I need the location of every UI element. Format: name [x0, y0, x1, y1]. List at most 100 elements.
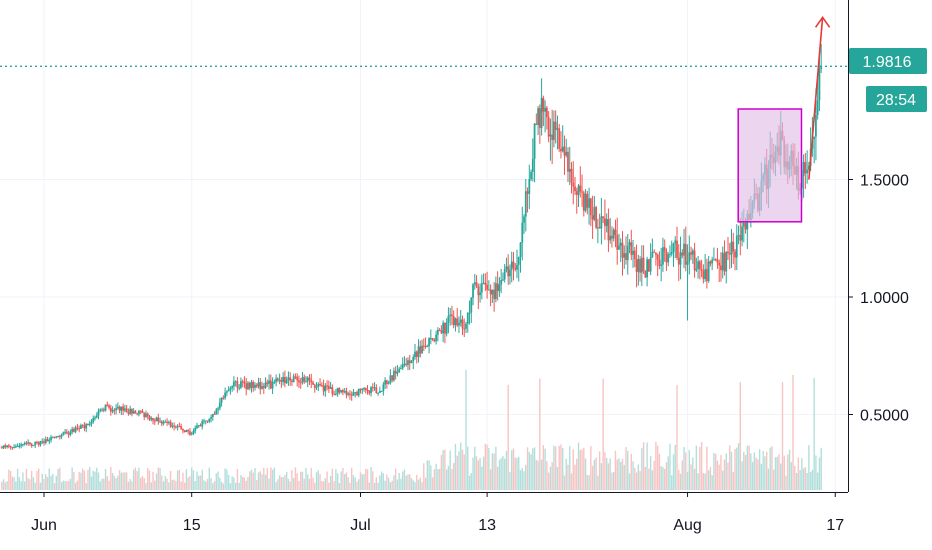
y-tick-label: 0.5000 — [860, 408, 909, 425]
volume-bar — [702, 472, 705, 490]
candle-body — [18, 445, 21, 447]
volume-bar — [656, 445, 659, 490]
volume-bar — [785, 475, 787, 490]
volume-bar — [365, 468, 367, 490]
candle-body — [127, 412, 130, 414]
volume-bar — [326, 471, 328, 490]
volume-bar — [412, 480, 414, 490]
volume-bar — [426, 460, 429, 490]
candle-body — [106, 404, 109, 406]
volume-bar — [625, 447, 627, 490]
candle-body — [46, 439, 49, 442]
candle-body — [352, 392, 355, 396]
volume-bar — [271, 469, 274, 490]
candle-body — [440, 330, 443, 334]
candle-body — [171, 425, 174, 427]
candle-body — [2, 445, 5, 449]
candle-body — [549, 134, 552, 137]
candle-body — [509, 269, 511, 277]
candle-body — [526, 191, 529, 194]
candle-body — [391, 375, 394, 381]
candle-body — [201, 421, 204, 427]
volume-bar — [456, 455, 458, 490]
candle-body — [510, 261, 513, 270]
candle-body — [417, 346, 420, 357]
candle-body — [136, 413, 139, 415]
volume-bar — [470, 473, 472, 490]
volume-bar — [496, 466, 499, 490]
volume-bar — [692, 457, 694, 490]
volume-bar — [693, 468, 696, 490]
volume-bar — [136, 471, 138, 490]
candle-body — [176, 426, 179, 428]
grid — [0, 0, 848, 492]
volume-bar — [623, 464, 625, 490]
volume-bar — [776, 456, 778, 490]
volume-bar — [60, 482, 63, 490]
volume-bar — [59, 467, 61, 490]
volume-bar — [182, 472, 184, 490]
candle-body — [312, 382, 314, 385]
volume-bar — [739, 381, 741, 490]
volume-bar — [29, 479, 31, 490]
candle-body — [607, 219, 610, 241]
candle-body — [744, 222, 747, 230]
volume-bar — [655, 441, 657, 490]
candle-body — [148, 416, 151, 420]
candle-body — [115, 408, 117, 411]
volume-bar — [799, 469, 801, 490]
volume-bar — [409, 474, 411, 490]
volume-bar — [502, 456, 504, 490]
candle-body — [173, 425, 176, 427]
volume-bar — [678, 469, 680, 490]
volume-bar — [342, 467, 344, 490]
volume-bar — [620, 461, 622, 490]
candle-body — [67, 433, 70, 435]
candle-body — [155, 417, 158, 422]
volume-bar — [115, 478, 117, 490]
candle-body — [6, 445, 8, 448]
volume-bar — [366, 469, 369, 490]
volume-bar — [519, 470, 522, 490]
volume-bar — [458, 451, 460, 490]
volume-bar — [394, 468, 397, 490]
candle-body — [547, 117, 550, 137]
volume-bar — [651, 470, 654, 490]
volume-bar — [699, 446, 701, 490]
candle-body — [257, 382, 260, 387]
candle-body — [470, 297, 473, 313]
candle-body — [742, 222, 745, 227]
volume-bar — [11, 476, 14, 490]
volume-bar — [792, 374, 794, 490]
candle-body — [385, 380, 388, 384]
volume-bar — [52, 473, 54, 490]
candle-body — [570, 168, 573, 183]
candle-body — [681, 252, 684, 256]
volume-bar — [737, 443, 740, 490]
volume-bar — [556, 466, 559, 490]
candle-body — [22, 444, 24, 446]
volume-bar — [722, 470, 724, 490]
volume-bar — [714, 453, 717, 490]
candle-body — [556, 128, 559, 130]
candle-body — [210, 417, 212, 419]
volume-bar — [697, 473, 699, 490]
candle-body — [400, 368, 402, 370]
candle-body — [635, 259, 638, 272]
volume-bar — [169, 470, 172, 490]
volume-bar — [801, 458, 803, 490]
volume-bar — [296, 473, 298, 490]
volume-bar — [581, 449, 583, 490]
volume-bar — [175, 480, 177, 490]
candle-body — [449, 314, 452, 316]
volume-bar — [310, 467, 312, 490]
candle-body — [435, 334, 438, 342]
volume-bar — [648, 468, 650, 490]
candle-body — [282, 376, 285, 383]
volume-bar — [465, 370, 467, 490]
volume-bar — [20, 481, 22, 490]
volume-bar — [433, 469, 436, 490]
candle-body — [122, 406, 125, 411]
candle-body — [725, 251, 728, 272]
candle-body — [447, 315, 450, 323]
